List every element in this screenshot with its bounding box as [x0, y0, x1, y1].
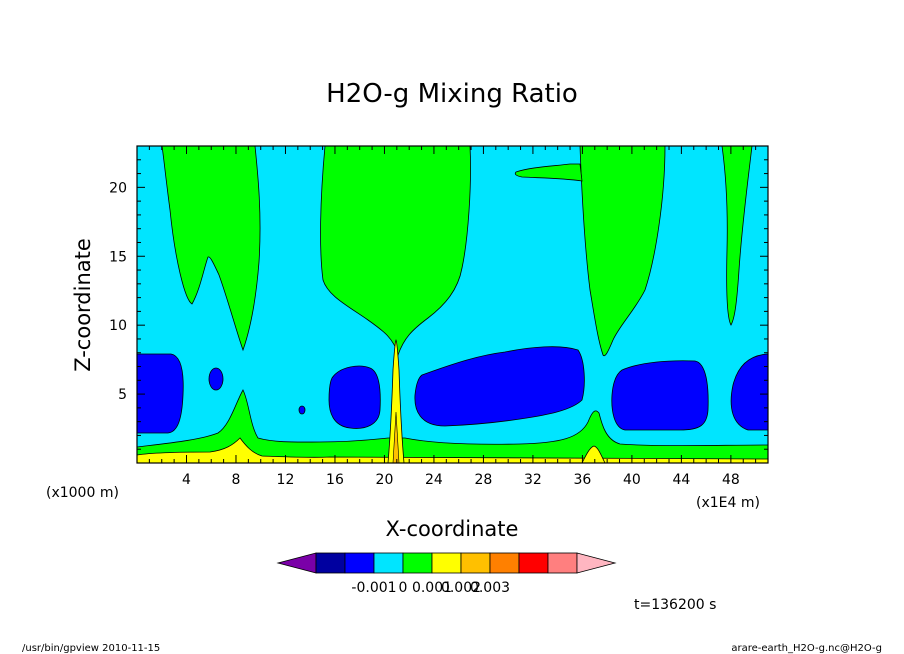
x-unit-label: (x1000 m)	[46, 485, 119, 501]
colorbar-swatch	[489, 552, 520, 574]
footer-left: /usr/bin/gpview 2010-11-15	[22, 643, 160, 654]
colorbar-label: -0.001	[351, 580, 396, 596]
x-tick-label: 4	[182, 472, 191, 488]
region-blue-center-left	[328, 365, 381, 429]
y-tick-label: 20	[109, 180, 127, 196]
colorbar-extend-low	[276, 552, 317, 574]
x-scale-label: (x1E4 m)	[696, 495, 760, 511]
region-yellow-right-bump	[581, 445, 606, 463]
x-axis-label: X-coordinate	[386, 517, 519, 541]
colorbar-swatch	[460, 552, 491, 574]
y-tick-label: 5	[118, 387, 127, 403]
y-tick-label: 15	[109, 249, 127, 265]
colorbar-swatch	[431, 552, 462, 574]
region-blue-center-right	[414, 346, 585, 427]
region-green-upper-finger	[514, 163, 583, 182]
region-green-far-right-plume	[721, 146, 753, 326]
chart-title: H2O-g Mixing Ratio	[326, 79, 578, 109]
time-label: t=136200 s	[634, 597, 716, 613]
x-tick-label: 48	[722, 472, 740, 488]
colorbar-swatch	[402, 552, 433, 574]
x-tick-label: 24	[425, 472, 443, 488]
region-blue-left-small	[208, 367, 224, 391]
region-blue-tiny	[298, 405, 306, 415]
colorbar-label: 0.002	[441, 580, 481, 596]
colorbar-swatch	[315, 552, 346, 574]
colorbar-extend-high	[576, 552, 617, 574]
colorbar-label: 0.001	[412, 580, 452, 596]
plot-frame	[136, 145, 769, 464]
region-orange-spike-core	[392, 411, 400, 463]
x-tick-label: 36	[573, 472, 591, 488]
y-axis-label: Z-coordinate	[71, 238, 95, 372]
x-tick-label: 28	[475, 472, 493, 488]
region-blue-far-right	[730, 353, 768, 431]
x-tick-label: 8	[232, 472, 241, 488]
x-tick-label: 44	[672, 472, 690, 488]
x-tick-label: 20	[376, 472, 394, 488]
y-axis-ticks: 5 10 15 20	[109, 159, 768, 450]
x-tick-label: 12	[277, 472, 295, 488]
colorbar-swatch	[547, 552, 578, 574]
x-tick-label: 16	[326, 472, 344, 488]
colorbar-swatch	[373, 552, 404, 574]
footer-right: arare-earth_H2O-g.nc@H2O-g	[731, 643, 882, 654]
region-blue-right	[611, 360, 709, 431]
colorbar-swatch	[344, 552, 375, 574]
colorbar-swatch	[518, 552, 549, 574]
region-yellow-surface-strip	[137, 437, 768, 463]
region-yellow-central-spike	[387, 339, 405, 463]
x-tick-label: 40	[623, 472, 641, 488]
x-tick-label: 32	[524, 472, 542, 488]
colorbar-label: 0	[399, 580, 408, 596]
region-green-left-plume	[161, 146, 261, 352]
x-axis-ticks: 4 8 12 16 20 24 28 32 36 40 44 48	[148, 146, 757, 488]
y-tick-label: 10	[109, 318, 127, 334]
region-blue-left	[137, 353, 184, 434]
plot-area	[137, 146, 768, 463]
region-green-surface-layer	[137, 389, 768, 463]
colorbar-label: 0.003	[470, 580, 510, 596]
region-green-right-plume	[579, 146, 666, 357]
